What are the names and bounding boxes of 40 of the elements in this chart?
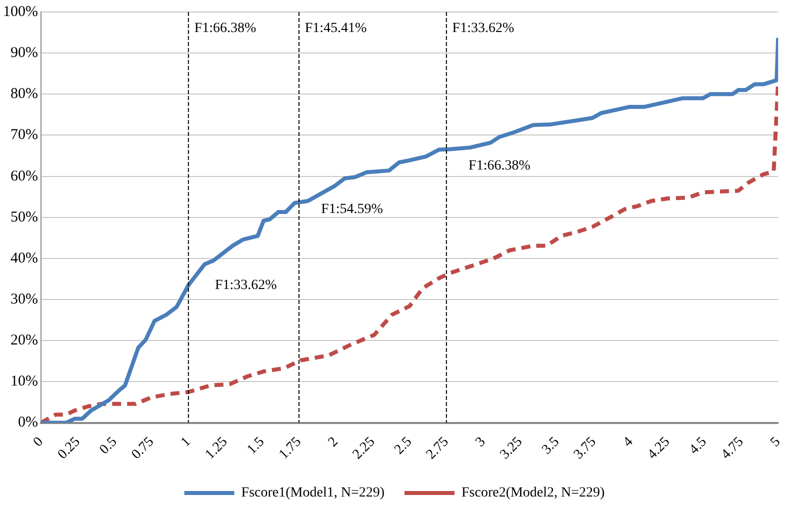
x-tick-label: 0.75	[129, 434, 157, 462]
legend-label: Fscore2(Model2, N=229)	[462, 486, 606, 501]
x-tick-label: 1	[178, 434, 194, 450]
y-tick-label: 50%	[10, 209, 38, 226]
y-tick-label: 0%	[18, 414, 38, 431]
y-tick-label: 90%	[10, 45, 38, 62]
y-tick-label: 10%	[10, 374, 38, 390]
y-tick-label: 30%	[10, 291, 38, 308]
y-tick-label: 80%	[10, 86, 38, 102]
x-tick-label: 2.5	[392, 434, 415, 458]
y-tick-label: 70%	[10, 127, 38, 144]
annotation: F1:45.41%	[304, 21, 368, 36]
x-tick-label: 0.5	[97, 434, 120, 458]
x-tick-label: 3	[473, 434, 489, 450]
x-tick-label: 5	[768, 434, 784, 450]
x-tick-label: 2.75	[424, 434, 452, 462]
x-tick-label: 1.5	[244, 434, 268, 458]
annotation: F1:33.62%	[452, 21, 514, 36]
x-tick-label: 4.25	[645, 434, 673, 462]
x-tick-label: 0.25	[55, 434, 84, 462]
legend-label: Fscore1(Model1, N=229)	[241, 486, 385, 501]
annotation: F1:54.59%	[321, 202, 384, 217]
x-tick-label: 3.75	[571, 434, 600, 462]
x-tick-label: 2.25	[350, 434, 378, 462]
x-tick-label: 4.75	[718, 434, 747, 462]
x-tick-label: 2	[326, 434, 342, 450]
x-tick-label: 1.25	[202, 434, 231, 462]
x-tick-label: 1.75	[276, 434, 304, 462]
annotation: F1:66.38%	[468, 158, 531, 174]
annotation: F1:66.38%	[194, 21, 256, 36]
x-tick-label: 4	[620, 434, 636, 450]
x-tick-label: 4.5	[686, 434, 710, 458]
y-tick-label: 60%	[10, 168, 38, 184]
annotation: F1:33.62%	[214, 278, 278, 293]
x-tick-label: 3.5	[539, 434, 562, 458]
y-tick-label: 100%	[2, 4, 38, 20]
y-tick-label: 40%	[10, 250, 38, 266]
x-tick-label: 3.25	[498, 434, 526, 462]
y-tick-label: 20%	[10, 332, 38, 349]
x-tick-label: 0	[30, 434, 46, 450]
